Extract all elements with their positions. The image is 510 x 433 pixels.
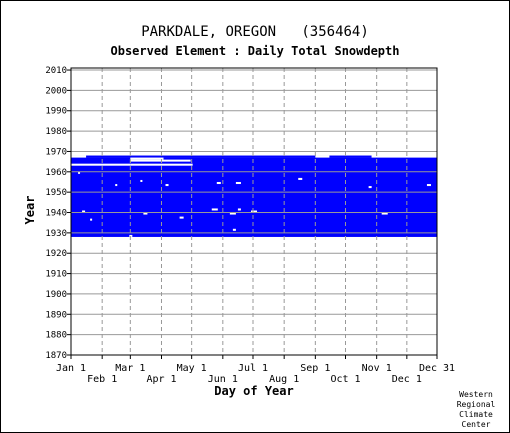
missing-data-segment: [250, 210, 258, 213]
missing-data-segment: [71, 155, 87, 158]
missing-data-segment: [179, 216, 184, 219]
missing-data-segment: [381, 212, 388, 215]
plot-border: [70, 67, 438, 356]
missing-data-segment: [130, 159, 191, 162]
chart-title: PARKDALE, OREGON (356464): [141, 24, 369, 40]
data-block: [71, 157, 437, 237]
grid-layer: [71, 68, 437, 356]
y-tick-label: 1980: [45, 127, 67, 137]
missing-data-segment: [229, 212, 236, 215]
data-block-partial-year: [71, 155, 372, 158]
y-tick-label: 1960: [45, 168, 67, 178]
x-tick-label: Apr 1: [146, 374, 176, 385]
missing-data-segment: [71, 163, 131, 166]
missing-data-segment: [115, 184, 118, 187]
y-tick-label: 1940: [45, 209, 67, 219]
y-tick-label: 2000: [45, 86, 67, 96]
x-tick-label: Mar 1: [115, 363, 145, 374]
credit-line: Center: [461, 420, 491, 429]
missing-data-segment: [211, 208, 218, 211]
x-tick-label: Dec 1: [392, 374, 422, 385]
missing-data-segment: [140, 179, 143, 182]
missing-data-segment: [90, 218, 93, 221]
missing-data-segment: [368, 186, 372, 189]
missing-data-segment: [143, 212, 148, 215]
x-axis-label: Day of Year: [214, 384, 293, 398]
y-tick-label: 1910: [45, 270, 67, 280]
x-tick-label: Dec 31: [419, 363, 455, 374]
missing-data-segment: [237, 208, 241, 211]
y-tick-label: 1920: [45, 249, 67, 259]
x-tick-label: Jan 1: [56, 363, 86, 374]
y-tick-label: 1890: [45, 310, 67, 320]
missing-data-segment: [165, 184, 169, 187]
missing-data-segment: [298, 177, 303, 180]
x-tick-label: Aug 1: [269, 374, 299, 385]
missing-data-segment: [371, 155, 437, 158]
missing-data-segment: [129, 234, 133, 237]
missing-data-segment: [235, 181, 241, 185]
y-tick-label: 1880: [45, 331, 67, 341]
x-tick-label: May 1: [177, 363, 207, 374]
credit-line: Climate: [459, 410, 493, 419]
missing-data-segment: [130, 157, 164, 160]
missing-data-segment: [315, 155, 330, 158]
y-tick-label: 1950: [45, 188, 67, 198]
y-tick-label: 1870: [45, 351, 67, 361]
missing-data-segment: [78, 171, 81, 174]
x-tick-label: Oct 1: [330, 374, 360, 385]
missing-data-segment: [232, 228, 236, 231]
missing-data-segment: [82, 210, 86, 213]
x-tick-label: Jul 1: [238, 363, 268, 374]
x-tick-label: Nov 1: [362, 363, 392, 374]
y-tick-label: 1990: [45, 107, 67, 117]
credit-line: Regional: [456, 400, 496, 409]
x-tick-label: Jun 1: [208, 374, 238, 385]
y-tick-label: 2010: [45, 66, 67, 76]
chart-subtitle: Observed Element : Daily Total Snowdepth: [110, 44, 400, 58]
x-tick-label: Feb 1: [87, 374, 117, 385]
y-tick-label: 1970: [45, 147, 67, 157]
y-tick-label: 1930: [45, 229, 67, 239]
y-axis-label: Year: [23, 196, 37, 225]
credit-line: Western: [459, 390, 493, 399]
missing-data-segment: [426, 184, 431, 187]
axis-layer: 1870 1880 1890 1900 1910 1920 1930 1940 1950 1960…: [45, 66, 455, 385]
credit-block: Western Regional Climate Center: [442, 390, 510, 430]
x-tick-label: Sep 1: [300, 363, 330, 374]
y-tick-label: 1900: [45, 290, 67, 300]
data-layer: [71, 155, 437, 237]
missing-data-segment: [216, 181, 221, 185]
missing-data-segment: [130, 163, 193, 166]
